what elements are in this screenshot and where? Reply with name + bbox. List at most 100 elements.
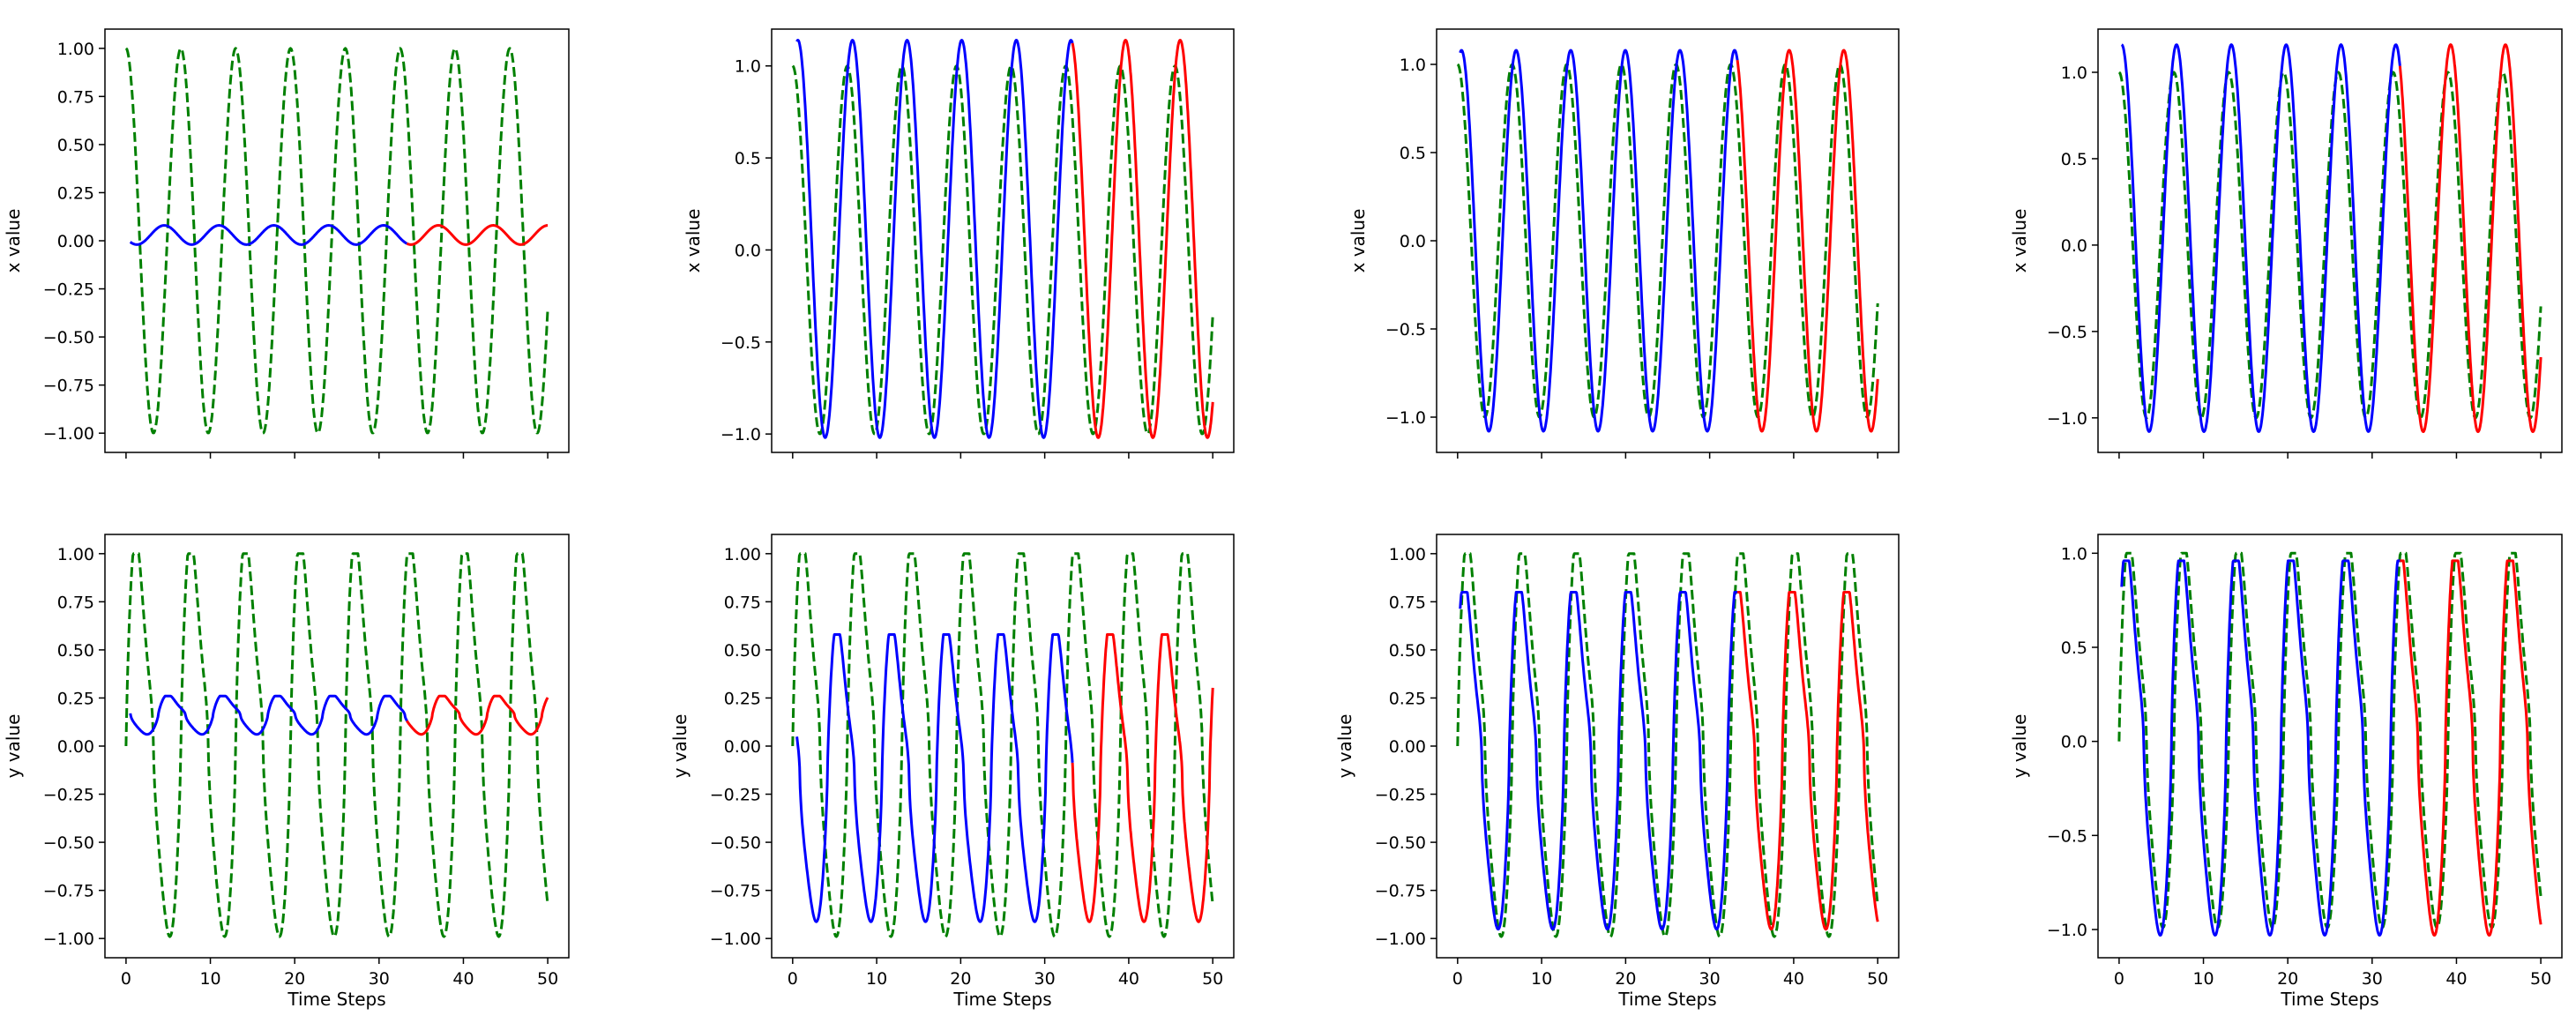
y-axis-label: y value [1334, 714, 1355, 779]
y-tick-label: −0.50 [43, 833, 94, 853]
x-tick-label: 50 [1202, 969, 1223, 989]
x-tick-label: 50 [2530, 969, 2551, 989]
y-tick-label: 0.75 [724, 593, 761, 612]
y-axis-label: x value [683, 209, 704, 273]
y-tick-label: −0.75 [43, 377, 94, 396]
series-model-forecast [1071, 633, 1214, 923]
subplot-1-3: −1.0 −0.5 0.0 0.5 1.0 x value [1348, 28, 1900, 459]
y-axis-label: y value [3, 714, 24, 779]
subplot-1-2: −1.0 −0.5 0.0 0.5 1.0 x value [683, 28, 1235, 459]
series-model-forecast [1071, 39, 1214, 439]
y-tick-label: 0.5 [1400, 144, 1426, 163]
x-tick-label: 0 [121, 969, 131, 989]
x-tick-label: 50 [537, 969, 558, 989]
y-tick-label: 1.0 [1400, 56, 1426, 75]
y-tick-label: −1.0 [2047, 409, 2087, 429]
y-tick-label: −0.50 [710, 833, 761, 853]
axes-frame [2097, 28, 2563, 453]
y-tick-label: −0.25 [710, 786, 761, 805]
y-axis-label: y value [669, 714, 691, 779]
series-ground-truth [791, 552, 1214, 938]
x-tick-label: 0 [2114, 969, 2124, 989]
y-tick-label: 0.75 [57, 87, 94, 107]
series-model-fit [2120, 43, 2401, 433]
y-axis-label: x value [1348, 209, 1369, 273]
series-ground-truth [2117, 71, 2542, 420]
y-tick-label: −0.5 [2047, 323, 2087, 342]
y-tick-label: 0.5 [2061, 638, 2087, 658]
series-model-fit [795, 633, 1074, 923]
y-tick-label: 0.25 [57, 183, 94, 203]
x-tick-label: 20 [1615, 969, 1636, 989]
series-ground-truth [124, 552, 549, 938]
y-tick-label: −0.75 [43, 882, 94, 901]
series-model-forecast [2398, 43, 2542, 433]
y-axis-label: y value [2009, 714, 2030, 779]
y-tick-label: 1.0 [2061, 63, 2087, 83]
y-tick-label: 0.50 [1389, 641, 1426, 661]
y-tick-label: 0.25 [1389, 689, 1426, 708]
x-tick-label: 20 [284, 969, 305, 989]
series-model-forecast [2399, 559, 2542, 937]
y-tick-label: −0.5 [1385, 320, 1426, 340]
series-model-fit [2120, 559, 2401, 937]
x-tick-label: 30 [1699, 969, 1721, 989]
series-ground-truth [1456, 552, 1879, 938]
y-tick-label: −0.50 [43, 328, 94, 347]
series-model-forecast [406, 224, 549, 246]
subplot-2-3: 0 10 20 30 40 50 −1.00 −0.75 −0.50 −0.25 0.00 0.25 0… [1334, 534, 1900, 1010]
y-tick-label: 1.00 [724, 545, 761, 564]
x-tick-label: 40 [452, 969, 474, 989]
y-tick-label: 1.00 [57, 40, 94, 59]
x-tick-label: 10 [866, 969, 887, 989]
x-tick-label: 20 [2277, 969, 2298, 989]
y-axis-label: x value [3, 209, 24, 273]
x-tick-label: 50 [1867, 969, 1888, 989]
y-tick-label: 0.0 [2061, 236, 2087, 256]
x-tick-label: 20 [950, 969, 971, 989]
x-axis-label: Time Steps [2280, 989, 2378, 1010]
y-axis-label: x value [2009, 209, 2030, 273]
y-tick-label: 0.5 [735, 149, 761, 168]
y-tick-label: 0.50 [57, 136, 94, 155]
x-tick-label: 10 [199, 969, 220, 989]
y-tick-label: −0.5 [721, 333, 761, 353]
x-tick-label: 10 [1531, 969, 1552, 989]
y-tick-label: 0.50 [724, 641, 761, 661]
y-tick-label: 1.00 [1389, 545, 1426, 564]
y-tick-label: 0.0 [2061, 733, 2087, 752]
y-tick-label: 0.0 [1400, 232, 1426, 251]
y-tick-label: −1.0 [721, 425, 761, 444]
subplot-1-1: −1.00 −0.75 −0.50 −0.25 0.00 0.25 0.50 0.75 1.00… [3, 28, 570, 459]
series-model-fit [1459, 49, 1739, 433]
y-tick-label: −1.00 [710, 930, 761, 949]
y-tick-label: 0.25 [724, 689, 761, 708]
subplot-2-1: 0 10 20 30 40 50 −1.00 −0.75 −0.50 −0.25 0.00 0.25 0… [3, 534, 570, 1010]
axes-frame [2097, 534, 2563, 959]
y-tick-label: 1.00 [57, 545, 94, 564]
x-tick-label: 40 [1783, 969, 1804, 989]
y-tick-label: −1.0 [2047, 921, 2087, 940]
x-tick-label: 40 [1118, 969, 1139, 989]
x-tick-label: 30 [2362, 969, 2383, 989]
y-tick-label: 0.25 [57, 689, 94, 708]
series-model-fit [129, 224, 408, 246]
y-tick-label: −0.25 [43, 786, 94, 805]
series-ground-truth [1456, 63, 1879, 419]
subplot-2-4: 0 10 20 30 40 50 −1.0 −0.5 0.0 0.5 1.0 y value Time … [2009, 534, 2563, 1010]
y-tick-label: −0.75 [710, 882, 761, 901]
y-tick-label: −1.00 [1375, 930, 1426, 949]
y-tick-label: −0.5 [2047, 826, 2087, 846]
y-tick-label: 1.0 [735, 57, 761, 77]
y-tick-label: 0.5 [2061, 150, 2087, 169]
x-axis-label: Time Steps [287, 989, 385, 1010]
y-tick-label: 0.00 [57, 232, 94, 251]
x-axis-label: Time Steps [1617, 989, 1716, 1010]
y-tick-label: 0.00 [724, 737, 761, 757]
x-tick-label: 40 [2445, 969, 2467, 989]
series-ground-truth [791, 64, 1214, 436]
y-tick-label: 0.75 [1389, 593, 1426, 612]
series-model-fit [129, 694, 408, 736]
series-model-fit [1459, 591, 1738, 931]
